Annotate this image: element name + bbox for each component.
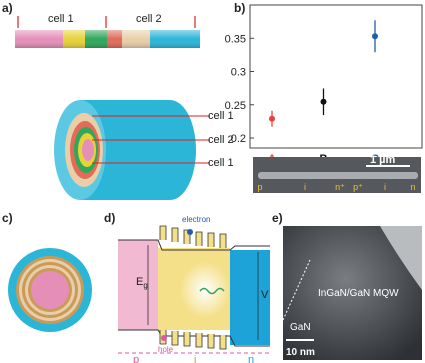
- panel-label: c): [2, 211, 13, 225]
- sem-label: p: [257, 182, 262, 192]
- panel-label: b): [234, 1, 245, 15]
- panel-label: e): [272, 211, 283, 225]
- gan-label: GaN: [290, 322, 311, 333]
- cross-section: [8, 248, 92, 332]
- sem-label: i: [304, 182, 306, 192]
- sem-label: n⁺: [335, 182, 345, 192]
- hole-label: hole: [158, 345, 174, 354]
- chart: 0.20.250.30.35ABC: [225, 20, 379, 165]
- ring-label: cell 2: [208, 134, 234, 146]
- point: [320, 98, 327, 105]
- panel-label: a): [2, 1, 13, 15]
- y-tick-label: 0.2: [231, 133, 246, 145]
- ring-label: cell 1: [208, 157, 234, 169]
- nanowire-rod: [15, 16, 200, 48]
- bandgap-label: Eg: [136, 276, 148, 290]
- plot-frame: [249, 4, 423, 149]
- core-shell-cylinder: [54, 100, 210, 200]
- ring-label: cell 1: [208, 110, 234, 122]
- voltage-label: V: [261, 289, 269, 301]
- point: [372, 33, 378, 40]
- region-label: p: [133, 354, 139, 363]
- point: [269, 115, 275, 122]
- panel-label: d): [104, 211, 115, 225]
- electron-label: electron: [182, 215, 210, 224]
- y-tick-label: 0.3: [231, 67, 246, 79]
- rod-label: cell 1: [48, 13, 74, 25]
- sem-image: [253, 157, 421, 193]
- scale-bar-label: 10 nm: [286, 347, 315, 358]
- bandgap-subscript: g: [143, 281, 147, 290]
- y-tick-label: 0.35: [225, 33, 246, 45]
- bandgap-symbol: E: [136, 276, 143, 288]
- sem-label: n: [410, 182, 415, 192]
- region-label: i: [194, 354, 196, 363]
- rod-label: cell 2: [136, 13, 162, 25]
- region-label: n: [248, 354, 254, 363]
- scale-bar-label: 1 µm: [370, 154, 396, 166]
- y-tick-label: 0.25: [225, 100, 246, 112]
- band-diagram: [118, 225, 270, 354]
- sem-label: p⁺: [353, 182, 363, 192]
- mqw-label: InGaN/GaN MQW: [318, 288, 399, 299]
- sem-label: i: [384, 182, 386, 192]
- tem-image: [282, 226, 422, 360]
